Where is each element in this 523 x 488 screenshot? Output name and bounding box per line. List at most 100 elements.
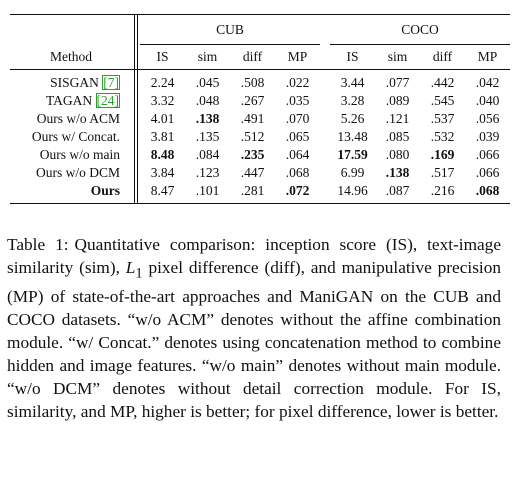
value-cell: 3.84 bbox=[150, 165, 175, 180]
value-cell: .169 bbox=[430, 147, 455, 162]
value-cell: 3.28 bbox=[340, 93, 365, 108]
value-cell: .101 bbox=[185, 182, 230, 204]
value-cell: 3.44 bbox=[330, 69, 376, 92]
metric-header: IS bbox=[330, 44, 376, 70]
metric-header: diff bbox=[230, 44, 275, 70]
value-cell: .042 bbox=[465, 69, 511, 92]
method-name: Ours w/o main bbox=[39, 147, 120, 162]
value-cell: 2.24 bbox=[140, 69, 185, 92]
value-cell: .064 bbox=[285, 147, 310, 162]
table-row: Ours w/o ACM 4.01 .138 .491 .070 5.26 .121 .537… bbox=[10, 110, 510, 128]
value-cell: 13.48 bbox=[337, 129, 368, 144]
value-cell: .065 bbox=[285, 129, 310, 144]
table-row: Ours w/o DCM 3.84 .123 .447 .068 6.99 .138 .517… bbox=[10, 164, 510, 182]
value-cell: .138 bbox=[195, 111, 220, 126]
method-cell: Ours w/o main bbox=[10, 146, 132, 164]
value-cell: 6.99 bbox=[340, 165, 365, 180]
method-name: Ours w/o DCM bbox=[35, 165, 120, 180]
value-cell: .123 bbox=[195, 165, 220, 180]
value-cell: 4.01 bbox=[150, 111, 175, 126]
value-cell: .281 bbox=[230, 182, 275, 204]
caption-text-part2: pixel difference (diff), and manipulativ… bbox=[7, 258, 501, 422]
value-cell: .545 bbox=[430, 93, 455, 108]
value-cell: .056 bbox=[475, 111, 500, 126]
citation-link[interactable]: [24] bbox=[95, 93, 120, 108]
value-cell: .537 bbox=[430, 111, 455, 126]
value-cell: .072 bbox=[275, 182, 321, 204]
value-cell: 3.81 bbox=[150, 129, 175, 144]
table-row: Ours 8.47.101.281.072 14.96.087.216.068 bbox=[10, 182, 511, 204]
table-row: SISGAN [7] 2.24.045.508.022 3.44.077.442.0… bbox=[10, 69, 511, 92]
value-cell: .491 bbox=[240, 111, 265, 126]
value-cell: .135 bbox=[195, 129, 220, 144]
value-cell: .517 bbox=[430, 165, 455, 180]
method-cell: Ours w/o DCM bbox=[10, 164, 132, 182]
value-cell: 17.59 bbox=[337, 147, 368, 162]
method-cell: Ours w/o ACM bbox=[10, 110, 132, 128]
value-cell: .216 bbox=[420, 182, 466, 204]
caption-math-symbol: L bbox=[125, 258, 136, 277]
value-cell: .068 bbox=[465, 182, 511, 204]
value-cell: .447 bbox=[240, 165, 265, 180]
results-table: CUB COCO Method IS sim diff MP IS sim di… bbox=[10, 14, 511, 204]
method-name: TAGAN bbox=[45, 93, 93, 108]
caption-math-subscript: 1 bbox=[135, 265, 143, 282]
value-cell: .040 bbox=[475, 93, 500, 108]
method-header: Method bbox=[50, 48, 92, 64]
value-cell: .121 bbox=[385, 111, 410, 126]
value-cell: .070 bbox=[285, 111, 310, 126]
value-cell: .267 bbox=[240, 93, 265, 108]
value-cell: 8.48 bbox=[150, 147, 175, 162]
caption-label: Table 1: bbox=[7, 235, 69, 254]
metric-header: diff bbox=[420, 44, 466, 70]
results-table-container: CUB COCO Method IS sim diff MP IS sim di… bbox=[10, 14, 511, 204]
value-cell: .512 bbox=[240, 129, 265, 144]
value-cell: .087 bbox=[375, 182, 421, 204]
value-cell: .077 bbox=[375, 69, 421, 92]
method-cell: Ours bbox=[10, 182, 132, 204]
value-cell: .039 bbox=[475, 129, 500, 144]
value-cell: .066 bbox=[475, 165, 500, 180]
metric-header: MP bbox=[465, 44, 511, 70]
value-cell: .089 bbox=[385, 93, 410, 108]
method-name: Ours w/o ACM bbox=[36, 111, 120, 126]
method-cell: Ours w/ Concat. bbox=[10, 128, 132, 146]
table-row: TAGAN [24] 3.32 .048 .267 .035 3.28 .089 .545 .0… bbox=[10, 92, 510, 110]
citation-link[interactable]: [7] bbox=[102, 75, 120, 90]
value-cell: .084 bbox=[195, 147, 220, 162]
method-name: Ours bbox=[90, 183, 120, 198]
metric-header: sim bbox=[375, 44, 421, 70]
caption-text-part1: Quantitative comparison: inception score… bbox=[7, 235, 501, 277]
method-name: SISGAN bbox=[50, 75, 99, 90]
value-cell: .235 bbox=[240, 147, 265, 162]
value-cell: .035 bbox=[285, 93, 310, 108]
value-cell: .045 bbox=[185, 69, 230, 92]
value-cell: .048 bbox=[195, 93, 220, 108]
value-cell: 8.47 bbox=[140, 182, 185, 204]
value-cell: .085 bbox=[385, 129, 410, 144]
group-header-row: CUB COCO bbox=[10, 14, 511, 45]
table-caption: Table 1: Quantitative comparison: incepti… bbox=[7, 233, 501, 423]
group-header-coco: COCO bbox=[330, 14, 511, 45]
value-cell: .442 bbox=[420, 69, 466, 92]
value-cell: 5.26 bbox=[340, 111, 365, 126]
method-cell: SISGAN [7] bbox=[10, 69, 132, 92]
value-cell: .022 bbox=[275, 69, 321, 92]
metric-header-row: Method IS sim diff MP IS sim diff MP bbox=[10, 44, 511, 70]
value-cell: .066 bbox=[475, 147, 500, 162]
method-cell: TAGAN [24] bbox=[10, 92, 132, 110]
method-name: Ours w/ Concat. bbox=[31, 129, 120, 144]
value-cell: .508 bbox=[230, 69, 275, 92]
value-cell: .068 bbox=[285, 165, 310, 180]
value-cell: .138 bbox=[385, 165, 410, 180]
metric-header: MP bbox=[275, 44, 321, 70]
value-cell: .532 bbox=[430, 129, 455, 144]
metric-header: IS bbox=[140, 44, 185, 70]
table-row: Ours w/ Concat. 3.81 .135 .512 .065 13.48 .085… bbox=[10, 128, 510, 146]
group-header-cub: CUB bbox=[140, 14, 321, 45]
value-cell: .080 bbox=[385, 147, 410, 162]
value-cell: 14.96 bbox=[330, 182, 376, 204]
value-cell: 3.32 bbox=[150, 93, 175, 108]
metric-header: sim bbox=[185, 44, 230, 70]
table-row: Ours w/o main 8.48 .084 .235 .064 17.59 .080 .1… bbox=[10, 146, 510, 164]
